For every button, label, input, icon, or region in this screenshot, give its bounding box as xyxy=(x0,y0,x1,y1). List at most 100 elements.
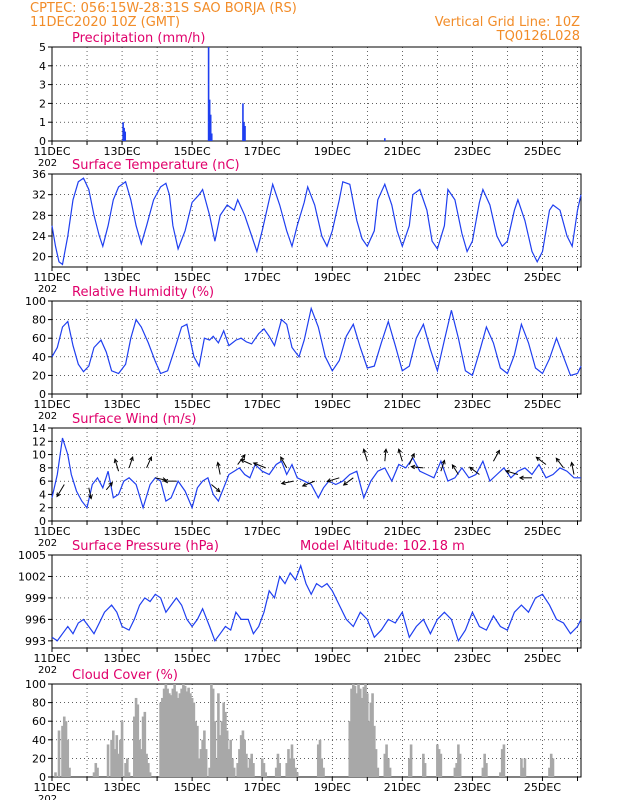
cloud-bar xyxy=(238,749,241,777)
cloud-bar xyxy=(245,753,248,777)
panel-0: 0 1 2 3 4 5 11DEC 13DEC 15DEC 17DEC 19DEC 21DEC 23DE… xyxy=(33,31,582,169)
panel-title: Cloud Cover (%) xyxy=(72,668,178,683)
cloud-bar xyxy=(140,749,143,777)
panel-subtitle: Model Altitude: 102.18 m xyxy=(300,539,465,554)
cloud-bar xyxy=(322,767,325,777)
cloud-bar xyxy=(134,697,138,777)
cloud-bar xyxy=(439,753,443,777)
cloud-bar xyxy=(453,767,457,777)
x-tick-label: 21DEC xyxy=(384,398,421,411)
precip-bar xyxy=(122,122,124,141)
wind-vector-head xyxy=(518,475,524,481)
precip-bar xyxy=(208,99,211,141)
cloud-bar xyxy=(294,767,297,777)
cloud-bar xyxy=(189,693,192,777)
cloud-bar xyxy=(178,693,182,777)
x-tick-label: 13DEC xyxy=(104,652,141,665)
y-tick-label: 10 xyxy=(32,449,46,462)
cloud-bar xyxy=(119,739,122,777)
cloud-bar xyxy=(148,772,152,777)
x-tick-label: 15DEC xyxy=(174,652,211,665)
x-tick-label: 21DEC xyxy=(384,525,421,538)
cloud-bar xyxy=(250,753,253,777)
wind-vector xyxy=(114,459,120,472)
cloud-bar xyxy=(225,730,229,777)
y-tick-label: 100 xyxy=(25,295,46,308)
cloud-bar xyxy=(143,711,147,777)
cloud-bar xyxy=(168,693,171,777)
cloud-bar xyxy=(436,744,439,777)
y-tick-label: 1 xyxy=(39,116,46,129)
cloud-bar xyxy=(187,687,190,777)
cloud-bar xyxy=(481,767,485,777)
wind-vector xyxy=(363,449,368,462)
wind-vector xyxy=(492,450,500,462)
cloud-bar xyxy=(422,753,425,777)
cloud-bar xyxy=(217,693,220,777)
wind-vector xyxy=(302,480,315,487)
wind-vector-head xyxy=(495,449,500,455)
wind-vector xyxy=(280,456,288,469)
cloud-bar xyxy=(175,691,178,777)
x-tick-label: 11DEC xyxy=(33,781,70,794)
cloud-bar xyxy=(260,758,264,777)
cloud-bar xyxy=(388,767,392,777)
cloud-bar xyxy=(64,721,68,777)
x-tick-label: 23DEC xyxy=(454,271,491,284)
series-line xyxy=(51,437,581,510)
wind-vector xyxy=(146,456,152,469)
cloud-bar xyxy=(288,758,292,777)
y-tick-label: 40 xyxy=(32,734,46,747)
cloud-bar xyxy=(376,767,380,777)
cloud-bar xyxy=(66,739,70,777)
y-tick-label: 996 xyxy=(25,613,46,626)
cloud-bar xyxy=(213,721,217,777)
cloud-bar xyxy=(276,753,280,777)
y-tick-label: 5 xyxy=(39,41,46,54)
cloud-bar xyxy=(133,716,136,777)
y-tick-label: 2 xyxy=(39,97,46,110)
header-model-code: TQ0126L028 xyxy=(496,29,580,44)
y-tick-label: 80 xyxy=(32,697,46,710)
x-tick-label: 21DEC xyxy=(384,271,421,284)
cloud-bar xyxy=(68,767,71,777)
cloud-bar xyxy=(409,744,413,777)
cloud-bar xyxy=(408,758,411,777)
x-year-label: 202 xyxy=(38,158,57,169)
y-tick-label: 100 xyxy=(25,678,46,691)
y-tick-label: 28 xyxy=(32,209,46,222)
cloud-bar xyxy=(194,721,197,777)
wind-vector-head xyxy=(280,480,286,486)
cloud-bar xyxy=(215,758,218,777)
cloud-bar xyxy=(227,749,231,777)
cloud-bar xyxy=(115,735,119,777)
cloud-bar xyxy=(106,744,110,777)
precip-bar xyxy=(207,47,210,141)
cloud-bar xyxy=(197,758,201,777)
wind-vector-head xyxy=(468,466,474,472)
wind-vector xyxy=(240,459,252,465)
cloud-bar xyxy=(61,725,64,777)
panel-frame xyxy=(51,683,582,778)
cloud-bar xyxy=(110,739,113,777)
cloud-bar xyxy=(232,767,236,777)
wind-vector-head xyxy=(535,456,541,462)
wind-vector-head xyxy=(280,456,285,462)
cloud-bar xyxy=(120,721,124,777)
cloud-bar xyxy=(169,695,173,777)
wind-vector xyxy=(128,456,134,469)
cloud-bar xyxy=(350,688,353,777)
wind-vector xyxy=(469,466,480,475)
y-tick-label: 20 xyxy=(32,369,46,382)
wind-vector-head xyxy=(383,448,388,454)
y-tick-label: 20 xyxy=(32,251,46,264)
wind-vector-head xyxy=(410,464,416,470)
x-year-label: 202 xyxy=(38,794,57,800)
wind-vector-head xyxy=(215,487,221,493)
cloud-bar xyxy=(548,767,551,777)
cloud-bar xyxy=(190,697,194,777)
wind-vector xyxy=(411,466,424,469)
cloud-bar xyxy=(92,772,96,777)
cloud-bar xyxy=(166,688,169,777)
